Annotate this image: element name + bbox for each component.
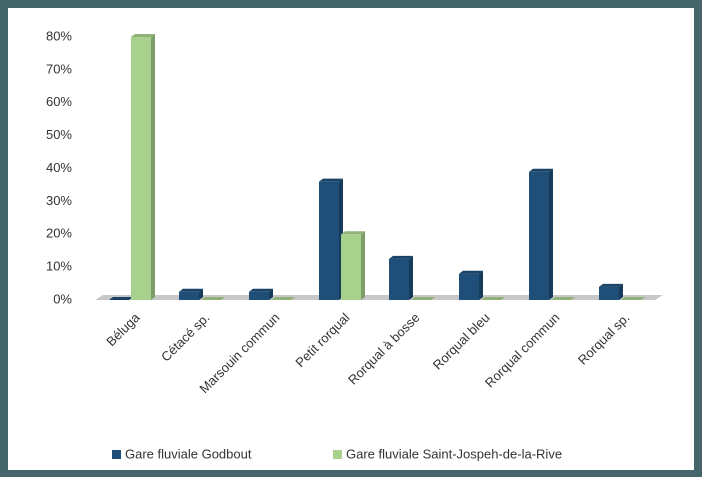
y-tick-label: 30% [46, 193, 72, 208]
bar-top [481, 297, 505, 300]
y-tick-label: 20% [46, 226, 72, 241]
bar [179, 291, 199, 300]
bar-top [109, 297, 133, 300]
bar-side [151, 34, 155, 300]
bar-top [271, 297, 295, 300]
bar-top [179, 288, 203, 292]
bar-side [269, 288, 273, 300]
y-tick-label: 0% [53, 291, 72, 306]
legend-swatch [333, 450, 342, 459]
floor [95, 295, 663, 300]
legend-label: Gare fluviale Saint-Jospeh-de-la-Rive [346, 446, 562, 461]
y-tick-label: 70% [46, 61, 72, 76]
bar-top [599, 283, 623, 287]
bar [131, 37, 151, 300]
y-tick-label: 40% [46, 160, 72, 175]
bar [459, 273, 479, 300]
bar [599, 286, 619, 300]
bar-side [361, 231, 365, 300]
y-tick-label: 60% [46, 94, 72, 109]
legend-label: Gare fluviale Godbout [125, 446, 252, 461]
bar-top [551, 297, 575, 300]
bar-top [249, 288, 273, 292]
bar-top [459, 270, 483, 274]
y-tick-label: 80% [46, 28, 72, 43]
bar-side [479, 270, 483, 300]
bar [529, 171, 549, 300]
bar [341, 234, 361, 300]
bar-top [389, 255, 413, 259]
bar-side [619, 283, 623, 300]
bar [249, 291, 269, 300]
legend-swatch [112, 450, 121, 459]
bar-top [201, 297, 225, 300]
bar-top [319, 178, 343, 182]
bar-side [549, 168, 553, 300]
bar-top [341, 231, 365, 235]
bar-top [621, 297, 645, 300]
bar-side [409, 255, 413, 300]
bar-top [131, 34, 155, 37]
bar-top [411, 297, 435, 300]
y-tick-label: 50% [46, 127, 72, 142]
bar [389, 258, 409, 300]
bar-top [529, 168, 553, 172]
bar-side [199, 288, 203, 300]
bar [319, 181, 339, 300]
y-tick-label: 10% [46, 259, 72, 274]
